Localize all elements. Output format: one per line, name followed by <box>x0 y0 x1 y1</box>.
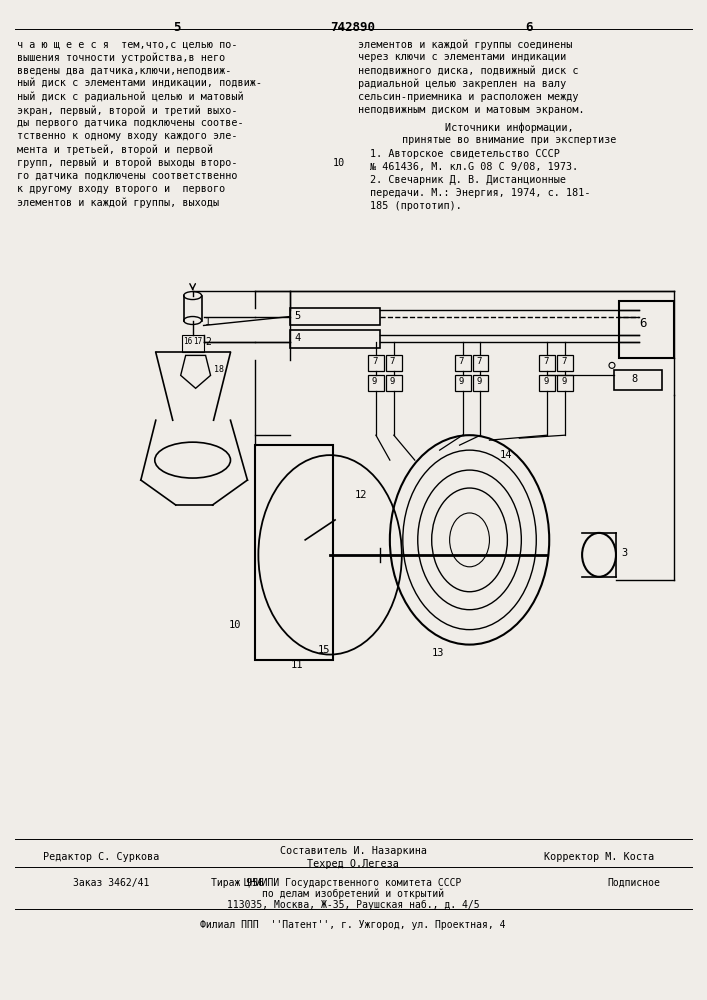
Text: 6: 6 <box>525 21 533 34</box>
Text: 10: 10 <box>228 620 241 630</box>
Text: 5: 5 <box>294 311 300 321</box>
Text: 4: 4 <box>294 333 300 343</box>
Text: 7: 7 <box>477 357 482 366</box>
Text: 9: 9 <box>459 377 464 386</box>
Text: неподвижным диском и матовым экраном.: неподвижным диском и матовым экраном. <box>358 105 585 115</box>
Text: 9: 9 <box>543 377 549 386</box>
Text: 16: 16 <box>182 337 192 346</box>
Text: по делам изобретений и открытий: по делам изобретений и открытий <box>262 889 444 899</box>
Text: ды первого датчика подключены соотве-: ды первого датчика подключены соотве- <box>18 118 244 128</box>
Text: 7: 7 <box>561 357 566 366</box>
Text: принятые во внимание при экспертизе: принятые во внимание при экспертизе <box>402 135 617 145</box>
Text: через ключи с элементами индикации: через ключи с элементами индикации <box>358 52 566 62</box>
Text: 14: 14 <box>499 450 512 460</box>
Text: 1: 1 <box>204 317 211 327</box>
Bar <box>472 375 489 391</box>
Bar <box>291 308 380 325</box>
Text: 11: 11 <box>291 660 303 670</box>
Text: неподвижного диска, подвижный диск с: неподвижного диска, подвижный диск с <box>358 66 578 76</box>
Text: тственно к одному входу каждого эле-: тственно к одному входу каждого эле- <box>18 131 238 141</box>
Text: 3: 3 <box>621 548 627 558</box>
Text: групп, первый и второй выходы второ-: групп, первый и второй выходы второ- <box>18 158 238 168</box>
Text: 9: 9 <box>477 377 482 386</box>
Text: экран, первый, второй и третий выхо-: экран, первый, второй и третий выхо- <box>18 105 238 116</box>
Text: Филиал ППП  ''Патент'', г. Ужгород, ул. Проектная, 4: Филиал ППП ''Патент'', г. Ужгород, ул. П… <box>200 920 506 930</box>
Text: 113035, Москва, Ж-35, Раушская наб., д. 4/5: 113035, Москва, Ж-35, Раушская наб., д. … <box>227 900 479 910</box>
Text: Составитель И. Назаркина: Составитель И. Назаркина <box>279 846 426 856</box>
Text: 17: 17 <box>192 337 202 346</box>
Text: 13: 13 <box>432 648 444 658</box>
Text: 15: 15 <box>318 645 331 655</box>
Bar <box>614 370 662 390</box>
Text: 185 (прототип).: 185 (прототип). <box>370 201 462 211</box>
Text: 2. Свечарник Д. В. Дистанционные: 2. Свечарник Д. В. Дистанционные <box>370 175 566 185</box>
Text: ч а ю щ е е с я  тем,что,с целью по-: ч а ю щ е е с я тем,что,с целью по- <box>18 39 238 49</box>
Text: 9: 9 <box>390 377 395 386</box>
Text: мента и третьей, второй и первой: мента и третьей, второй и первой <box>18 145 214 155</box>
Text: 10: 10 <box>333 158 345 168</box>
Text: Подписное: Подписное <box>607 878 660 888</box>
Bar <box>368 375 384 391</box>
Text: радиальной целью закреплен на валу: радиальной целью закреплен на валу <box>358 79 566 89</box>
Text: ный диск с элементами индикации, подвиж-: ный диск с элементами индикации, подвиж- <box>18 79 262 89</box>
Text: элементов и каждой группы соединены: элементов и каждой группы соединены <box>358 39 573 50</box>
Text: 9: 9 <box>372 377 378 386</box>
Text: № 461436, М. кл.G 08 С 9/08, 1973.: № 461436, М. кл.G 08 С 9/08, 1973. <box>370 162 578 172</box>
Text: 2: 2 <box>206 337 211 347</box>
Bar <box>368 355 384 371</box>
Text: Корректор М. Коста: Корректор М. Коста <box>544 852 654 862</box>
Bar <box>386 375 402 391</box>
Bar <box>472 355 489 371</box>
Text: 7: 7 <box>543 357 549 366</box>
Bar <box>539 355 555 371</box>
Text: Тираж 956: Тираж 956 <box>211 878 264 888</box>
Text: 8: 8 <box>631 374 637 384</box>
Text: ЦНИИПИ Государственного комитета СССР: ЦНИИПИ Государственного комитета СССР <box>245 878 462 888</box>
Text: 7: 7 <box>459 357 464 366</box>
Text: элементов и каждой группы, выходы: элементов и каждой группы, выходы <box>18 197 219 208</box>
Text: к другому входу второго и  первого: к другому входу второго и первого <box>18 184 226 194</box>
Bar <box>455 355 471 371</box>
Text: 5: 5 <box>173 21 180 34</box>
Text: 12: 12 <box>355 490 368 500</box>
Text: введены два датчика,ключи,неподвиж-: введены два датчика,ключи,неподвиж- <box>18 66 232 76</box>
Text: 6: 6 <box>639 317 646 330</box>
Text: передачи. М.: Энергия, 1974, с. 181-: передачи. М.: Энергия, 1974, с. 181- <box>370 188 590 198</box>
Bar <box>182 335 204 352</box>
Text: 7: 7 <box>372 357 378 366</box>
Bar <box>255 445 333 660</box>
Text: сельсин-приемника и расположен между: сельсин-приемника и расположен между <box>358 92 578 102</box>
Bar <box>539 375 555 391</box>
Text: ный диск с радиальной целью и матовый: ный диск с радиальной целью и матовый <box>18 92 244 102</box>
Text: Редактор С. Суркова: Редактор С. Суркова <box>43 852 159 862</box>
Bar <box>386 355 402 371</box>
Bar <box>619 301 674 358</box>
Text: 18: 18 <box>214 365 223 374</box>
Bar <box>557 375 573 391</box>
Text: Заказ 3462/41: Заказ 3462/41 <box>73 878 149 888</box>
Text: го датчика подключены соответственно: го датчика подключены соответственно <box>18 171 238 181</box>
Text: Источники информации,: Источники информации, <box>445 122 573 133</box>
Text: Техред О.Легеза: Техред О.Легеза <box>307 859 399 869</box>
Text: 1. Авторское свидетельство СССР: 1. Авторское свидетельство СССР <box>370 149 560 159</box>
Bar <box>455 375 471 391</box>
Bar <box>291 330 380 348</box>
Text: 9: 9 <box>561 377 566 386</box>
Bar <box>557 355 573 371</box>
Text: 742890: 742890 <box>330 21 375 34</box>
Text: 7: 7 <box>390 357 395 366</box>
Text: вышения точности устройства,в него: вышения точности устройства,в него <box>18 52 226 63</box>
